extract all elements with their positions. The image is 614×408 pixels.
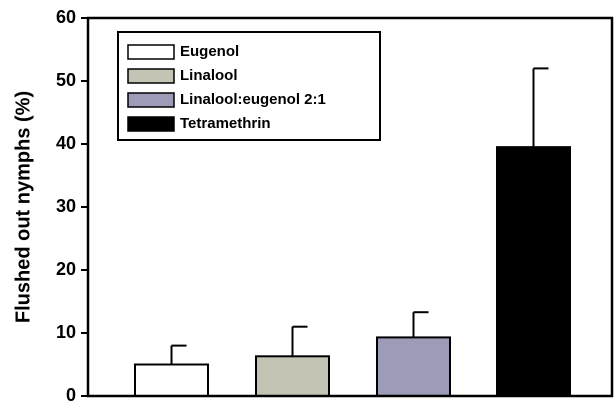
- y-axis-label: Flushed out nymphs (%): [12, 91, 34, 323]
- bar: [496, 146, 571, 397]
- bar: [134, 363, 209, 397]
- legend-swatch: [127, 68, 175, 84]
- y-tick-label: 0: [66, 385, 76, 405]
- y-tick-label: 50: [56, 70, 76, 90]
- bar: [255, 355, 330, 397]
- y-tick-label: 20: [56, 259, 76, 279]
- y-tick-label: 60: [56, 7, 76, 27]
- y-tick-label: 10: [56, 322, 76, 342]
- legend-label: Linalool:eugenol 2:1: [180, 91, 326, 108]
- legend-swatch: [127, 116, 175, 132]
- legend-label: Tetramethrin: [180, 115, 271, 132]
- legend-swatch: [127, 44, 175, 60]
- legend-label: Linalool: [180, 67, 238, 84]
- bar: [376, 336, 451, 398]
- legend-swatch: [127, 92, 175, 108]
- y-tick-label: 40: [56, 133, 76, 153]
- legend-label: Eugenol: [180, 43, 239, 60]
- plot-frame: [86, 16, 614, 398]
- y-tick-label: 30: [56, 196, 76, 216]
